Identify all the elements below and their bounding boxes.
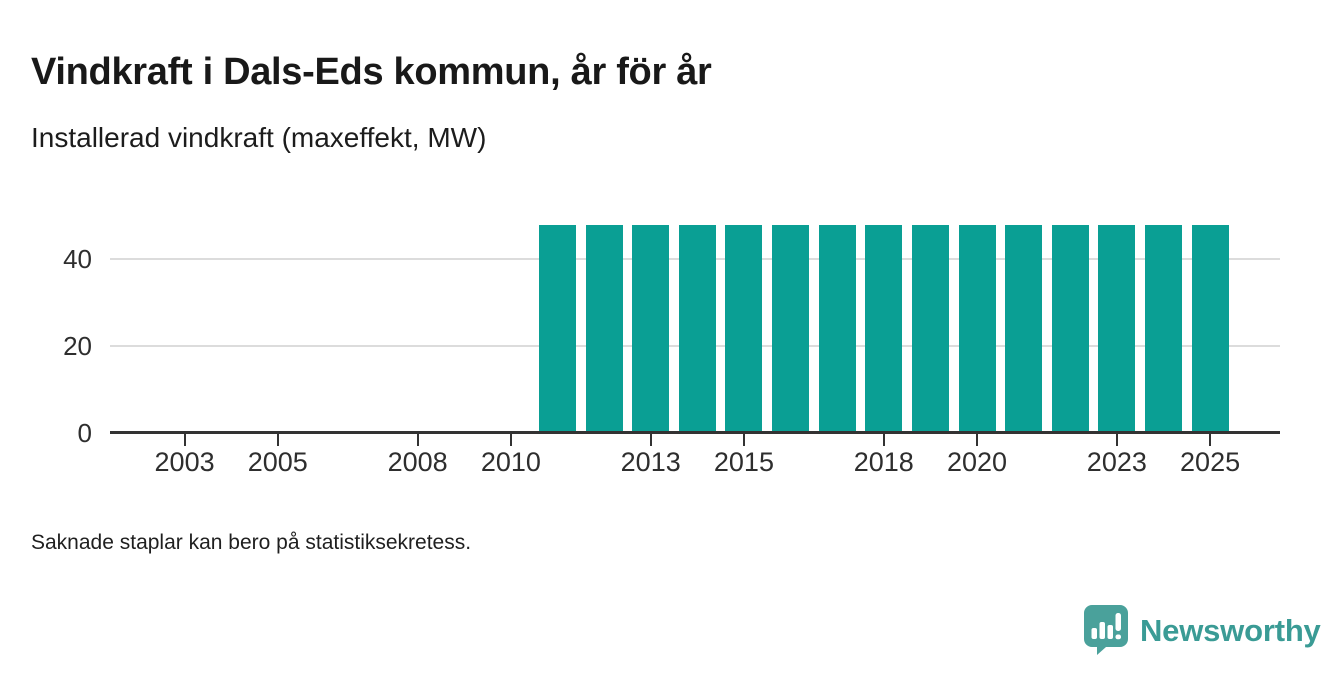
x-tick-label-2005: 2005 bbox=[247, 447, 308, 477]
x-tick-2015 bbox=[742, 434, 745, 446]
bar-2016 bbox=[772, 224, 810, 433]
bar-2021 bbox=[1005, 224, 1043, 433]
bar-2020 bbox=[958, 224, 996, 433]
chart-title: Vindkraft i Dals-Eds kommun, år för år bbox=[31, 51, 712, 94]
bar-2018 bbox=[865, 224, 903, 433]
x-tick-2025 bbox=[1209, 434, 1212, 446]
x-tick-label-2023: 2023 bbox=[1086, 447, 1147, 477]
x-tick-label-2008: 2008 bbox=[387, 447, 448, 477]
y-tick-label-0: 0 bbox=[77, 418, 92, 448]
newsworthy-logo: Newsworthy bbox=[1083, 604, 1321, 657]
y-tick-label-20: 20 bbox=[63, 331, 92, 362]
x-tick-label-2013: 2013 bbox=[620, 447, 681, 477]
chart-subtitle: Installerad vindkraft (maxeffekt, MW) bbox=[31, 122, 487, 153]
bar-2023 bbox=[1098, 224, 1136, 433]
x-tick-2008 bbox=[416, 434, 419, 446]
y-tick-label-40: 40 bbox=[63, 244, 92, 275]
footnote: Saknade staplar kan bero på statistiksek… bbox=[31, 531, 472, 554]
x-tick-2005 bbox=[276, 434, 279, 446]
x-tick-2023 bbox=[1115, 434, 1118, 446]
x-tick-2003 bbox=[183, 434, 186, 446]
x-axis-line bbox=[110, 431, 1280, 434]
x-tick-label-2010: 2010 bbox=[480, 447, 541, 477]
x-tick-label-2015: 2015 bbox=[713, 447, 774, 477]
x-tick-2020 bbox=[976, 434, 978, 446]
bar-2017 bbox=[818, 224, 856, 433]
bar-2014 bbox=[678, 224, 716, 433]
x-tick-2010 bbox=[509, 434, 512, 446]
bar-2011 bbox=[538, 224, 576, 433]
x-tick-label-2020: 2020 bbox=[946, 447, 1008, 477]
newsworthy-logo-text: Newsworthy bbox=[1140, 612, 1321, 648]
x-tick-label-2018: 2018 bbox=[853, 447, 914, 477]
bar-2025 bbox=[1191, 224, 1229, 433]
bar-2015 bbox=[725, 224, 763, 433]
speech-bubble-bar-chart-icon bbox=[1084, 605, 1128, 655]
bar-2012 bbox=[585, 224, 623, 433]
x-tick-label-2025: 2025 bbox=[1180, 447, 1241, 477]
x-tick-2018 bbox=[882, 434, 885, 446]
x-tick-2013 bbox=[649, 434, 652, 446]
bar-2019 bbox=[911, 224, 949, 433]
bar-2024 bbox=[1144, 224, 1182, 433]
x-tick-label-2003: 2003 bbox=[154, 447, 215, 477]
bar-2022 bbox=[1051, 224, 1089, 433]
bar-2013 bbox=[632, 224, 670, 433]
